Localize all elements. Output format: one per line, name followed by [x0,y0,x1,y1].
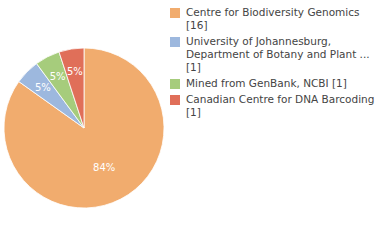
svg-text:5%: 5% [50,71,66,82]
html-text:Canadian Centre for DNA Barcod: Canadian Centre for DNA Barcoding [1] [186,93,375,118]
svg-text:5%: 5% [35,82,51,93]
svg-text:5%: 5% [67,66,83,77]
html-text:Mined from GenBank, NCBI [1]: Mined from GenBank, NCBI [1] [186,77,347,89]
html-text:Centre for Biodiversity Genomi: Centre for Biodiversity Genomics [16] [186,6,360,31]
html-text:University of Johannesburg, De: University of Johannesburg, Department o… [186,35,370,73]
svg-text:84%: 84% [93,162,115,173]
